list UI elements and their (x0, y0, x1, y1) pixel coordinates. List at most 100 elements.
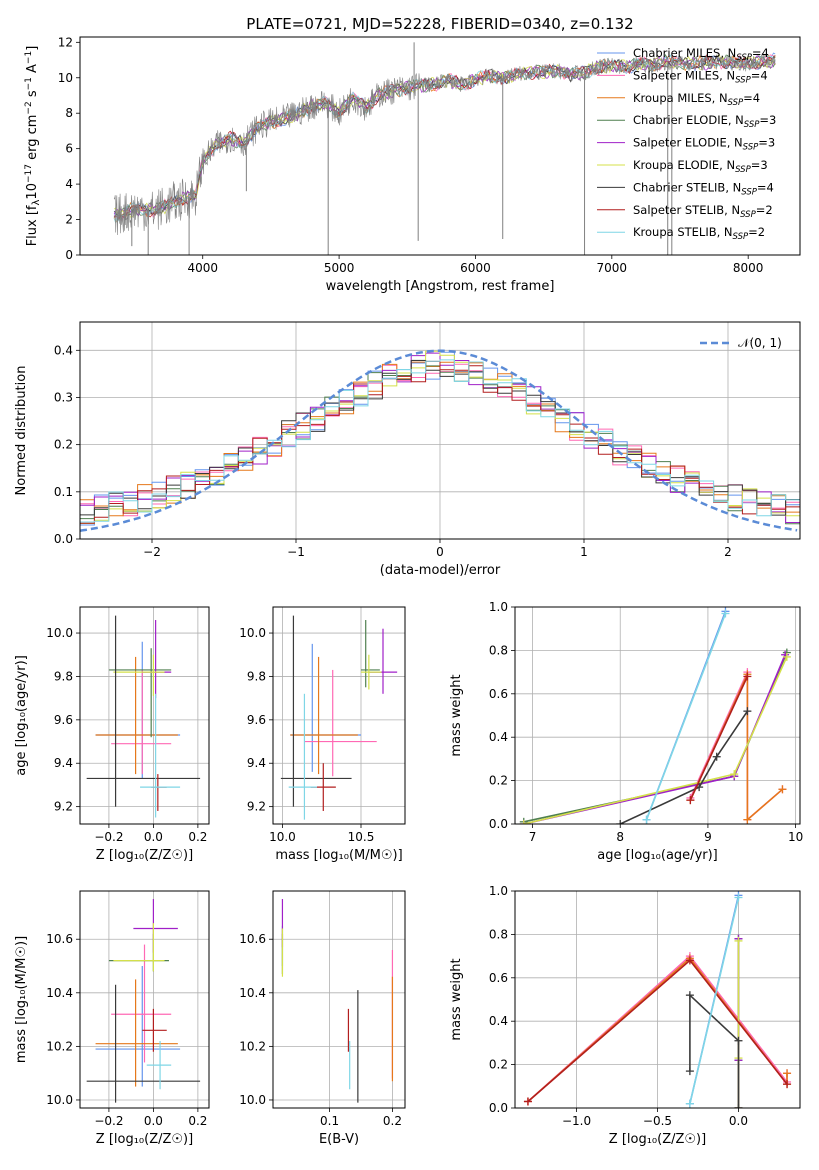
y-tick-label: 10.0 (46, 626, 73, 640)
y-tick-label: 0.0 (489, 1101, 508, 1115)
y-tick-label: 10.2 (239, 1039, 266, 1053)
model-line (113, 54, 776, 221)
series-marker (734, 1036, 743, 1045)
y-tick-label: 9.4 (247, 756, 266, 770)
x-axis-label: wavelength [Angstrom, rest frame] (326, 279, 555, 294)
x-tick-label: 0.0 (144, 830, 163, 844)
series-marker (712, 752, 721, 761)
y-tick-label: 0.2 (489, 774, 508, 788)
series-marker (642, 815, 651, 824)
plot-area (86, 899, 201, 1103)
y-tick-label: 10.6 (46, 932, 73, 946)
x-tick-label: 6000 (460, 261, 491, 275)
legend-entry: Kroupa STELIB, NSSP=2 (633, 225, 765, 242)
series-marker (730, 770, 739, 779)
y-tick-label: 10.0 (239, 1093, 266, 1107)
y-tick-label: 4 (65, 177, 73, 191)
x-tick-label: 10.0 (269, 830, 296, 844)
y-tick-label: 2 (65, 213, 73, 227)
series-marker (685, 1067, 694, 1076)
plot-area (523, 891, 792, 1108)
x-tick-label: 7 (529, 830, 537, 844)
histogram-step (80, 352, 800, 523)
series-marker (783, 1080, 792, 1089)
series-marker (734, 893, 743, 902)
plot-area (80, 349, 800, 532)
x-tick-label: 0.2 (188, 830, 207, 844)
x-tick-label: −1.0 (562, 1114, 591, 1128)
x-tick-label: −2 (143, 545, 161, 559)
series-marker (783, 1069, 792, 1078)
axes-frame (514, 606, 801, 825)
legend-entry: Chabrier MILES, NSSP=4 (633, 46, 769, 63)
y-axis-label: mass [log₁₀(M/M☉)] (14, 936, 29, 1063)
x-tick-label: 4000 (187, 261, 218, 275)
y-axis-label: Flux [fλ10−17 erg cm−2 s−1 A−1] (24, 46, 42, 247)
legend-entry: Salpeter STELIB, NSSP=2 (633, 203, 773, 220)
axes-frame (79, 890, 210, 1109)
y-axis-label: mass weight (449, 674, 464, 756)
x-tick-label: 10 (788, 830, 803, 844)
series-marker (686, 796, 695, 805)
x-axis-label: (data-model)/error (380, 563, 501, 578)
x-tick-label: 0.2 (383, 1114, 402, 1128)
y-tick-label: 0.8 (489, 643, 508, 657)
x-tick-label: 0.2 (188, 1114, 207, 1128)
figure-title: PLATE=0721, MJD=52228, FIBERID=0340, z=0… (246, 15, 633, 33)
plot-area (86, 615, 201, 818)
y-tick-label: 0 (65, 248, 73, 262)
y-axis-label: Normed distribution (14, 366, 29, 496)
y-tick-label: 0.0 (489, 817, 508, 831)
y-tick-label: 9.6 (247, 713, 266, 727)
plot-area (519, 607, 791, 824)
series-marker (685, 991, 694, 1000)
y-tick-label: 10 (58, 71, 73, 85)
series-marker (782, 652, 791, 661)
legend-entry: Chabrier ELODIE, NSSP=3 (633, 113, 776, 130)
y-tick-label: 0.3 (54, 390, 73, 404)
chart-mass_vs_Z: −0.2 0.0 0.2 10.0 10.2 10.4 10.6 Z [log₁₀(Z/Z☉)… (14, 890, 210, 1147)
series-line (689, 897, 740, 1104)
legend-entry: Salpeter MILES, NSSP=4 (633, 68, 768, 85)
histogram-step (80, 359, 800, 523)
x-tick-label: 0 (436, 545, 444, 559)
histogram-step (80, 360, 800, 516)
x-tick-label: 10.5 (348, 830, 375, 844)
series-marker (721, 609, 730, 618)
y-tick-label: 0.4 (489, 1014, 508, 1028)
x-axis-label: Z [log₁₀(Z/Z☉)] (609, 1132, 706, 1147)
axes-frame (272, 606, 406, 825)
y-tick-label: 12 (58, 35, 73, 49)
series-marker (685, 956, 694, 965)
legend-entry: Chabrier STELIB, NSSP=4 (633, 180, 774, 197)
y-tick-label: 9.8 (247, 669, 266, 683)
y-tick-label: 10.2 (46, 1039, 73, 1053)
series-marker (743, 707, 752, 716)
y-tick-label: 9.2 (54, 800, 73, 814)
y-tick-label: 1.0 (489, 884, 508, 898)
x-tick-label: 0.1 (320, 1114, 339, 1128)
axes-frame (272, 890, 406, 1109)
x-axis-label: Z [log₁₀(Z/Z☉)] (96, 848, 193, 863)
chart-age_vs_mass: 10.0 10.5 9.2 9.4 9.6 9.8 10.0 mass [log₁₀(M/M☉… (239, 606, 406, 863)
y-tick-label: 9.6 (54, 713, 73, 727)
series-marker (734, 1104, 743, 1108)
y-tick-label: 8 (65, 106, 73, 120)
y-tick-label: 0.6 (489, 687, 508, 701)
x-tick-label: −1 (287, 545, 305, 559)
y-tick-label: 10.4 (239, 986, 266, 1000)
x-tick-label: −0.2 (94, 830, 123, 844)
plot-area (113, 42, 776, 255)
y-tick-label: 0.2 (489, 1058, 508, 1072)
chart-massweight_vs_age: 7 8 9 10 0.0 0.2 0.4 0.6 0.8 1.0 age [log₁₀(age/yr… (449, 600, 803, 863)
x-tick-label: 9 (704, 830, 712, 844)
series-marker (685, 1099, 694, 1108)
y-tick-label: 0.1 (54, 485, 73, 499)
y-tick-label: 0.8 (489, 927, 508, 941)
x-axis-label: mass [log₁₀(M/M☉)] (275, 848, 402, 863)
chart-age_vs_Z: −0.2 0.0 0.2 9.2 9.4 9.6 9.8 10.0 Z [log₁₀(Z/Z☉)… (14, 606, 210, 863)
y-tick-label: 0.6 (489, 971, 508, 985)
x-tick-label: −0.2 (94, 1114, 123, 1128)
y-tick-label: 9.4 (54, 756, 73, 770)
x-tick-label: −0.5 (643, 1114, 672, 1128)
